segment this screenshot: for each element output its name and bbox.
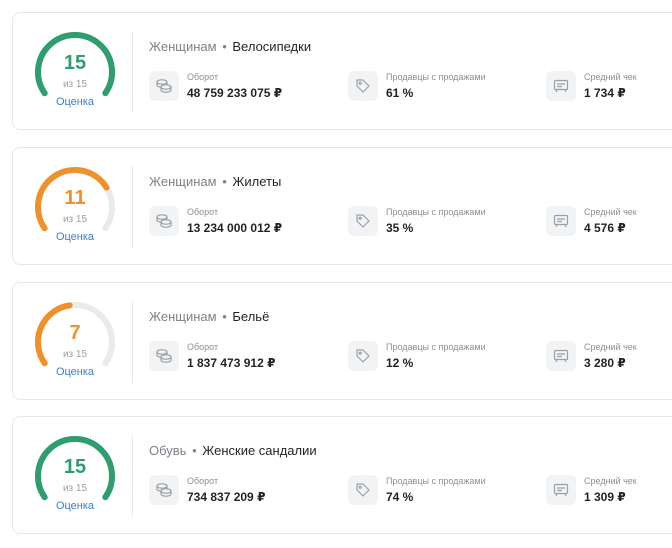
metric-value: 1 309 ₽	[584, 490, 626, 504]
score-arc	[35, 436, 115, 501]
coins-icon	[149, 71, 179, 101]
receipt-icon	[546, 71, 576, 101]
rating-link[interactable]: Оценка	[55, 231, 95, 243]
breadcrumb-separator: •	[222, 309, 227, 324]
subcategory-name[interactable]: Велосипедки	[232, 39, 312, 54]
category-card[interactable]: 11 из 15 Оценка Женщинам • Жилеты Оборот…	[12, 147, 672, 265]
tag-icon	[348, 71, 378, 101]
metric-label: Оборот	[187, 207, 219, 217]
score-value: 15	[63, 456, 87, 478]
metric-label: Средний чек	[584, 72, 637, 82]
metric-label: Оборот	[187, 342, 219, 352]
score-value: 15	[63, 52, 87, 74]
metric-value: 12 %	[386, 356, 414, 370]
metric-label: Продавцы с продажами	[386, 72, 486, 82]
metric-value: 1 734 ₽	[584, 86, 626, 100]
coins-icon	[149, 341, 179, 371]
metric-label: Оборот	[187, 72, 219, 82]
tag-icon	[348, 475, 378, 505]
rating-link[interactable]: Оценка	[55, 500, 95, 512]
subcategory-name[interactable]: Женские сандалии	[202, 443, 317, 458]
score-gauge: 15 из 15 Оценка	[13, 13, 133, 131]
metric-label: Оборот	[187, 476, 219, 486]
metric-value: 48 759 233 075 ₽	[187, 86, 283, 100]
tag-icon	[348, 341, 378, 371]
category-breadcrumb: Женщинам • Велосипедки	[149, 39, 311, 54]
rating-link[interactable]: Оценка	[55, 366, 95, 378]
divider	[132, 166, 133, 248]
metric-value: 74 %	[386, 490, 414, 504]
score-arc	[35, 32, 115, 97]
score-gauge: 11 из 15 Оценка	[13, 148, 133, 266]
score-gauge: 7 из 15 Оценка	[13, 283, 133, 401]
divider	[132, 301, 133, 383]
category-card[interactable]: 15 из 15 Оценка Обувь • Женские сандалии…	[12, 416, 672, 534]
metric-value: 3 280 ₽	[584, 356, 626, 370]
category-breadcrumb: Женщинам • Жилеты	[149, 174, 281, 189]
category-name[interactable]: Женщинам	[149, 39, 217, 54]
metric-label: Продавцы с продажами	[386, 342, 486, 352]
category-name[interactable]: Женщинам	[149, 309, 217, 324]
metric-label: Продавцы с продажами	[386, 476, 486, 486]
category-name[interactable]: Обувь	[149, 443, 187, 458]
divider	[132, 435, 133, 517]
metric-label: Продавцы с продажами	[386, 207, 486, 217]
metric-label: Средний чек	[584, 207, 637, 217]
score-max-label: из 15	[62, 483, 88, 494]
score-arc	[35, 166, 115, 232]
subcategory-name[interactable]: Бельё	[232, 309, 270, 324]
metric-label: Средний чек	[584, 476, 637, 486]
metric-value: 61 %	[386, 86, 414, 100]
score-arc	[35, 302, 115, 367]
breadcrumb-separator: •	[222, 39, 227, 54]
score-gauge: 15 из 15 Оценка	[13, 417, 133, 535]
category-name[interactable]: Женщинам	[149, 174, 217, 189]
score-max-label: из 15	[62, 349, 88, 360]
rating-link[interactable]: Оценка	[55, 96, 95, 108]
coins-icon	[149, 475, 179, 505]
category-card[interactable]: 15 из 15 Оценка Женщинам • Велосипедки О…	[12, 12, 672, 130]
score-max-label: из 15	[62, 79, 88, 90]
breadcrumb-separator: •	[222, 174, 227, 189]
score-value: 7	[69, 322, 81, 344]
breadcrumb-separator: •	[192, 443, 197, 458]
divider	[132, 31, 133, 113]
tag-icon	[348, 206, 378, 236]
category-card[interactable]: 7 из 15 Оценка Женщинам • Бельё Оборот 1…	[12, 282, 672, 400]
metric-label: Средний чек	[584, 342, 637, 352]
score-value: 11	[64, 187, 86, 209]
metric-value: 35 %	[386, 221, 414, 235]
metric-value: 734 837 209 ₽	[187, 490, 266, 504]
receipt-icon	[546, 475, 576, 505]
category-breadcrumb: Женщинам • Бельё	[149, 309, 269, 324]
category-breadcrumb: Обувь • Женские сандалии	[149, 443, 317, 458]
metric-value: 4 576 ₽	[584, 221, 626, 235]
receipt-icon	[546, 206, 576, 236]
subcategory-name[interactable]: Жилеты	[232, 174, 282, 189]
metric-value: 1 837 473 912 ₽	[187, 356, 276, 370]
score-max-label: из 15	[62, 214, 88, 225]
metric-value: 13 234 000 012 ₽	[187, 221, 283, 235]
receipt-icon	[546, 341, 576, 371]
coins-icon	[149, 206, 179, 236]
